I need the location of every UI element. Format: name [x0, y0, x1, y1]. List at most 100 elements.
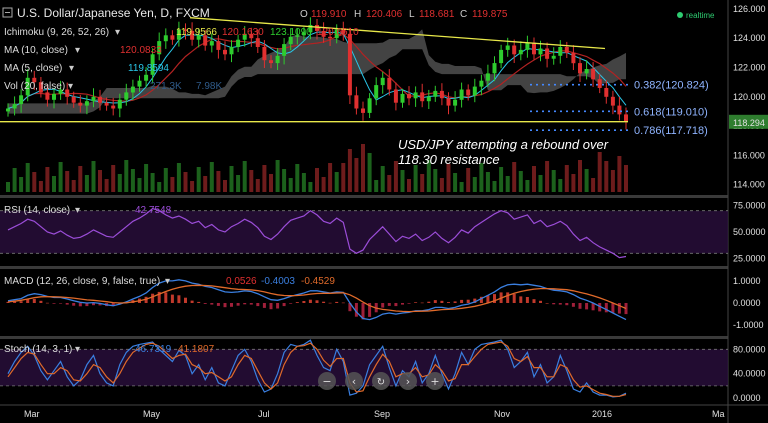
ma5-menu-icon[interactable]: ▾: [69, 63, 74, 74]
volume-bar: [209, 162, 214, 192]
candle-body: [492, 63, 497, 74]
separator-3[interactable]: [0, 336, 728, 339]
vol-label[interactable]: Vol (20, false): [4, 81, 65, 92]
volume-bar: [255, 179, 260, 192]
macd-histogram-bar: [190, 300, 194, 303]
macd-histogram-bar: [341, 302, 345, 304]
candle-body: [98, 96, 102, 103]
scroll-left-icon[interactable]: ‹: [345, 372, 363, 390]
ma10-menu-icon[interactable]: ▾: [75, 45, 80, 56]
macd-histogram-bar: [552, 303, 556, 305]
candle-body: [170, 35, 175, 40]
rsi-axis-tick: 50.0000: [733, 227, 766, 237]
rsi-value: 42.7548: [135, 205, 172, 216]
candle-body: [367, 98, 372, 113]
ichimoku-menu-icon[interactable]: ▾: [115, 27, 120, 38]
zoom-out-icon[interactable]: −: [318, 372, 336, 390]
volume-bar: [407, 179, 411, 192]
macd-histogram-bar: [433, 300, 437, 303]
macd-histogram-bar: [611, 303, 615, 313]
macd-histogram-bar: [368, 303, 372, 317]
x-axis-tick: Nov: [494, 409, 511, 419]
macd-histogram-bar: [236, 303, 240, 306]
candle-body: [52, 93, 56, 100]
ohlc-o-label: O: [300, 9, 308, 20]
macd-value-3: -0.4529: [301, 276, 335, 287]
candle-body: [439, 90, 444, 99]
separator-2[interactable]: [0, 266, 728, 269]
svg-text:↻: ↻: [377, 377, 385, 388]
candle-body: [321, 30, 326, 37]
x-axis-tick: Jul: [258, 409, 270, 419]
macd-histogram-bar: [512, 293, 516, 303]
candle-body: [150, 54, 155, 75]
candle-body: [71, 96, 76, 103]
price-axis-tick: 120.000: [733, 92, 766, 102]
volume-bar: [52, 176, 56, 192]
macd-histogram-bar: [473, 298, 477, 303]
macd-histogram-bar: [26, 299, 30, 303]
reset-icon[interactable]: ↻: [372, 372, 390, 390]
volume-bar: [275, 160, 280, 192]
scroll-right-icon[interactable]: ›: [399, 372, 417, 390]
vol-menu-icon[interactable]: ▾: [68, 81, 73, 92]
macd-label[interactable]: MACD (12, 26, close, 9, false, true): [4, 276, 160, 287]
fib-level-label: 0.382(120.824): [634, 80, 709, 92]
volume-bar: [426, 160, 431, 192]
candle-body: [282, 44, 287, 56]
macd-histogram-bar: [111, 303, 115, 307]
volume-bar: [308, 182, 313, 192]
candle-body: [518, 49, 523, 55]
volume-bar: [32, 172, 37, 192]
ohlc-open: 119.910: [311, 9, 347, 20]
separator-1[interactable]: [0, 195, 728, 198]
macd-histogram-bar: [486, 295, 490, 304]
candle-body: [433, 90, 438, 97]
vol-value-1: 271.3K: [150, 81, 182, 92]
volume-bar: [78, 166, 83, 192]
candle-body: [446, 98, 451, 106]
macd-histogram-bar: [151, 293, 155, 303]
macd-histogram-bar: [604, 303, 608, 313]
volume-bar: [558, 179, 563, 192]
stoch-label[interactable]: Stoch (14, 3, 1): [4, 344, 72, 355]
ichimoku-label[interactable]: Ichimoku (9, 26, 52, 26): [4, 27, 109, 38]
volume-bar: [117, 174, 122, 192]
rsi-menu-icon[interactable]: ▾: [75, 205, 80, 216]
volume-bar: [262, 165, 267, 192]
volume-bar: [137, 178, 142, 192]
candle-body: [203, 35, 208, 46]
candle-body: [249, 33, 254, 39]
volume-bar: [499, 167, 504, 192]
macd-menu-icon[interactable]: ▾: [165, 276, 170, 287]
ma10-label[interactable]: MA (10, close): [4, 45, 68, 56]
volume-bar: [453, 173, 458, 192]
macd-histogram-bar: [354, 303, 358, 317]
candle-body: [578, 63, 582, 74]
volume-bar: [111, 165, 116, 192]
macd-histogram-bar: [92, 303, 95, 306]
stoch-menu-icon[interactable]: ▾: [75, 344, 80, 355]
ma5-value: 119.8594: [128, 63, 169, 74]
candle-body: [223, 49, 227, 55]
ma5-label[interactable]: MA (5, close): [4, 63, 62, 74]
volume-bar: [578, 160, 582, 192]
realtime-dot-icon: [677, 12, 683, 18]
macd-histogram-bar: [328, 302, 332, 304]
collapse-toggle-icon[interactable]: [2, 7, 13, 18]
volume-bar: [104, 179, 109, 192]
rsi-label[interactable]: RSI (14, close): [4, 205, 70, 216]
candle-body: [163, 35, 168, 42]
candle-body: [236, 39, 241, 47]
volume-bar: [65, 171, 70, 192]
volume-bar: [223, 180, 227, 192]
zoom-in-icon[interactable]: +: [426, 372, 444, 390]
volume-bar: [591, 178, 596, 192]
price-axis-tick: 126.000: [733, 4, 766, 14]
volume-bar: [157, 182, 162, 192]
volume-bar: [347, 149, 352, 192]
volume-bar: [492, 181, 497, 192]
macd-axis-tick: 1.0000: [733, 276, 761, 286]
candle-body: [479, 80, 484, 87]
volume-bar: [505, 176, 510, 192]
